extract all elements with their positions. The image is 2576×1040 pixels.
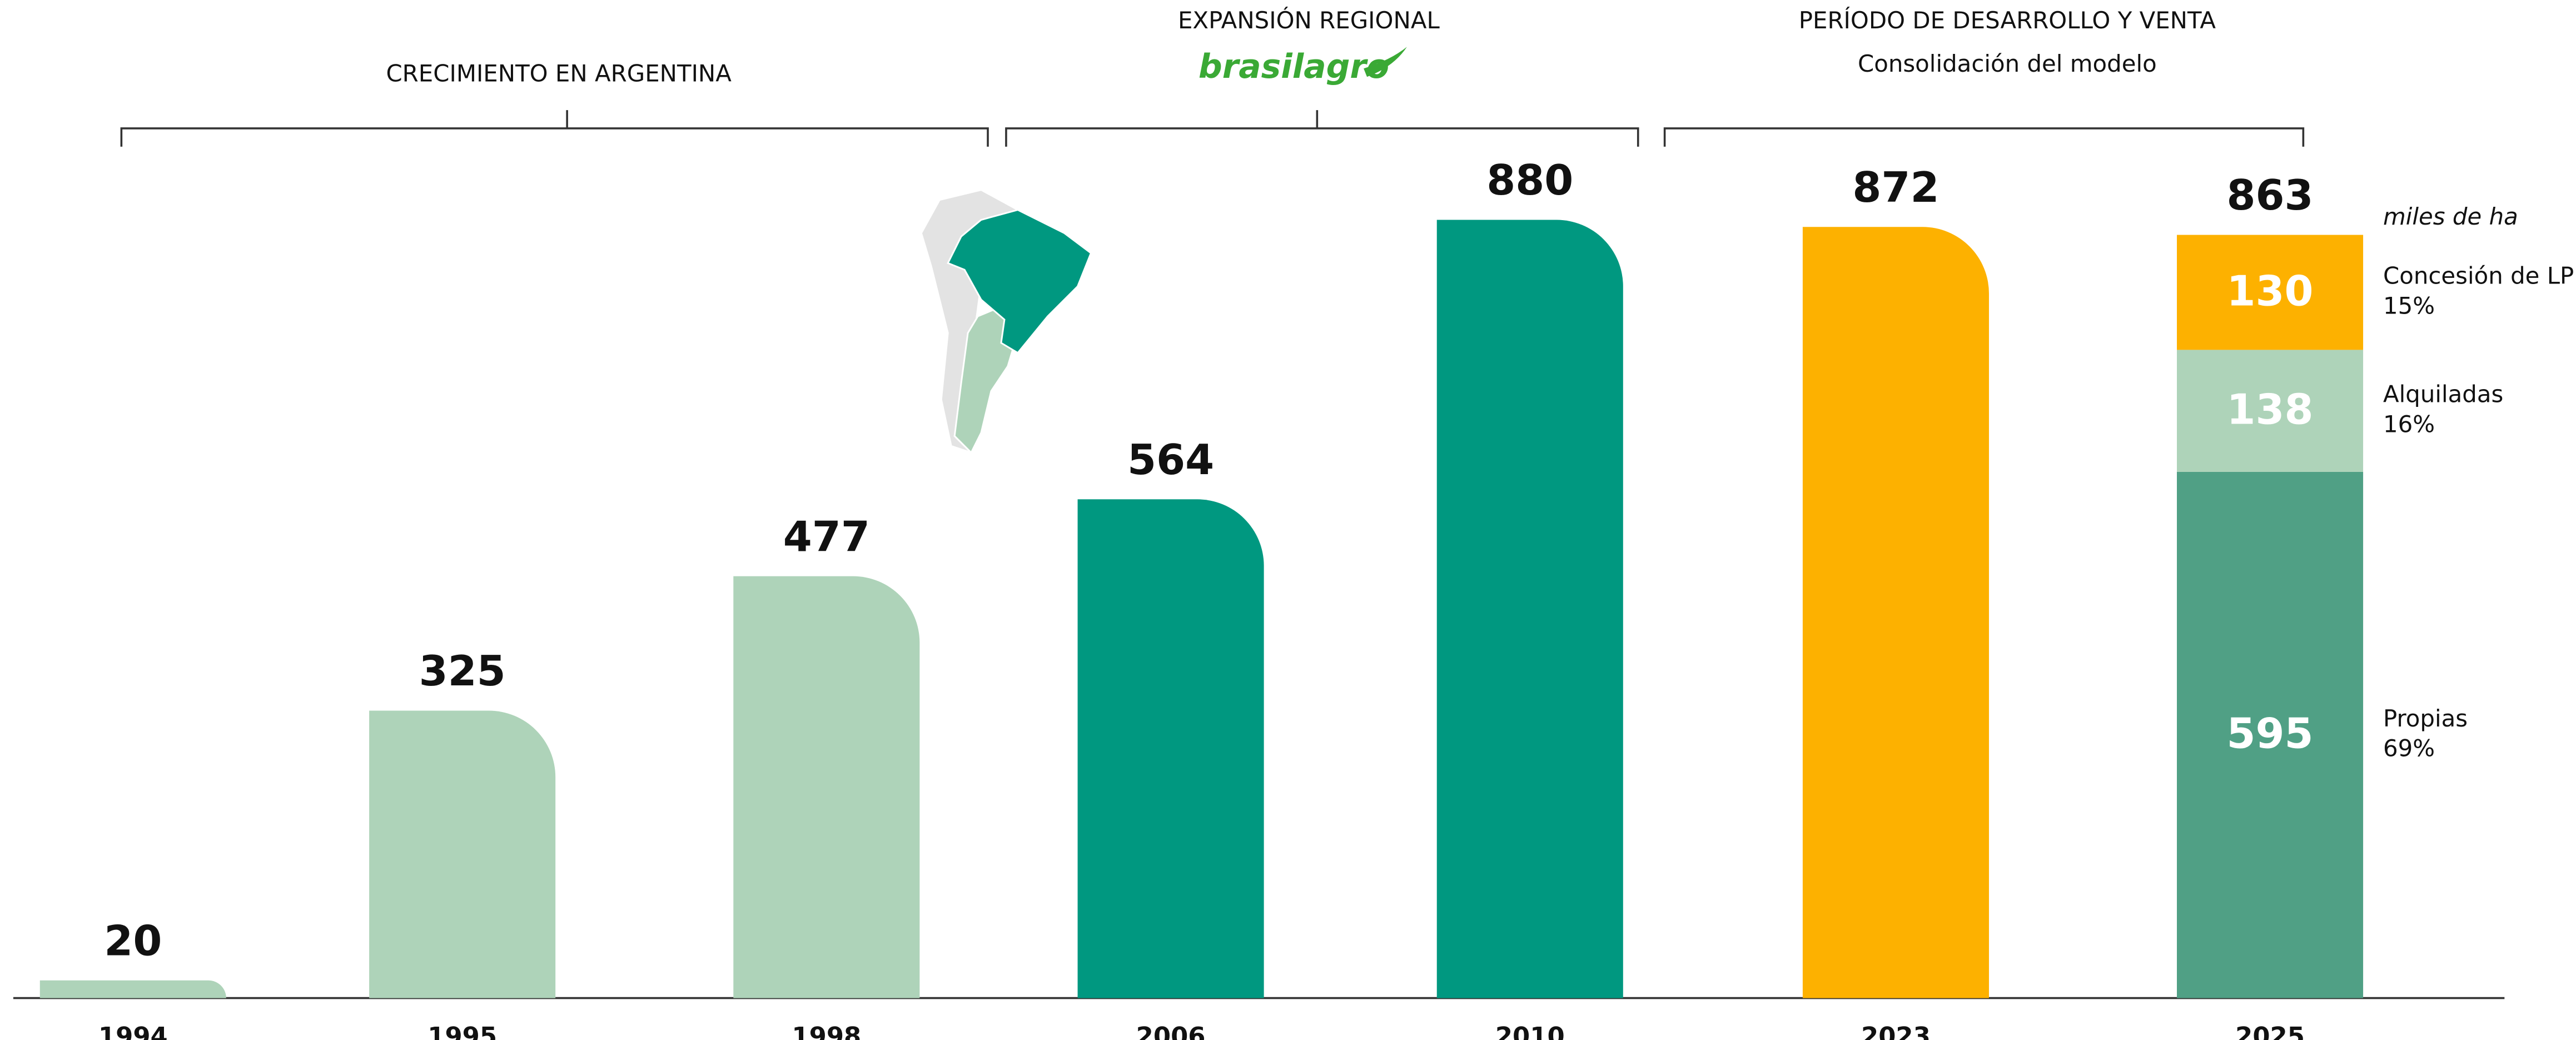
bar [369, 710, 556, 998]
group-subtitle: Consolidación del modelo [1858, 50, 2157, 77]
x-tick-label: 1995 [427, 1021, 497, 1040]
logo-swoosh [1364, 47, 1407, 77]
bracket [120, 110, 989, 147]
bar-segment [2177, 235, 2364, 350]
value-label: 325 [419, 647, 506, 695]
bracket [1663, 127, 2305, 147]
segment-label: 595 [2226, 710, 2313, 758]
bar [1802, 227, 1989, 998]
x-tick-label: 2010 [1495, 1021, 1565, 1040]
bar [1077, 499, 1264, 998]
map-brazil [947, 208, 1092, 354]
x-tick-label: 2006 [1136, 1021, 1206, 1040]
unit-label: miles de ha [2383, 203, 2518, 230]
group-title: CRECIMIENTO EN ARGENTINA [386, 60, 732, 87]
map [920, 189, 1092, 454]
bar [39, 980, 226, 998]
bar-segment [2177, 471, 2364, 998]
legend-name: Concesión de LP [2383, 262, 2574, 290]
value-label: 880 [1486, 156, 1573, 205]
segment-label: 138 [2226, 386, 2313, 434]
logo: brasilagro [1199, 47, 1389, 86]
x-tick-label: 1994 [98, 1021, 168, 1040]
x-tick-label: 1998 [792, 1021, 861, 1040]
value-label: 872 [1852, 163, 1939, 212]
x-tick-label: 2023 [1861, 1021, 1931, 1040]
legend-share: 15% [2383, 292, 2435, 319]
brackets [120, 110, 2305, 147]
value-label: 477 [783, 512, 870, 561]
group-title: PERÍODO DE DESARROLLO Y VENTA [1799, 6, 2216, 34]
legend-share: 16% [2383, 411, 2435, 438]
legend-share: 69% [2383, 735, 2435, 762]
legend-name: Propias [2383, 705, 2468, 732]
bar [733, 576, 920, 998]
bar-segment [2177, 350, 2364, 472]
segment-label: 130 [2226, 267, 2313, 315]
legend-name: Alquiladas [2383, 381, 2503, 408]
value-label: 20 [104, 917, 162, 965]
bracket [1005, 110, 1639, 147]
bar [1436, 220, 1623, 998]
value-label: 863 [2226, 171, 2313, 220]
group-title: EXPANSIÓN REGIONAL [1178, 6, 1440, 34]
x-tick-label: 2025 [2235, 1021, 2305, 1040]
value-label: 564 [1127, 436, 1214, 484]
